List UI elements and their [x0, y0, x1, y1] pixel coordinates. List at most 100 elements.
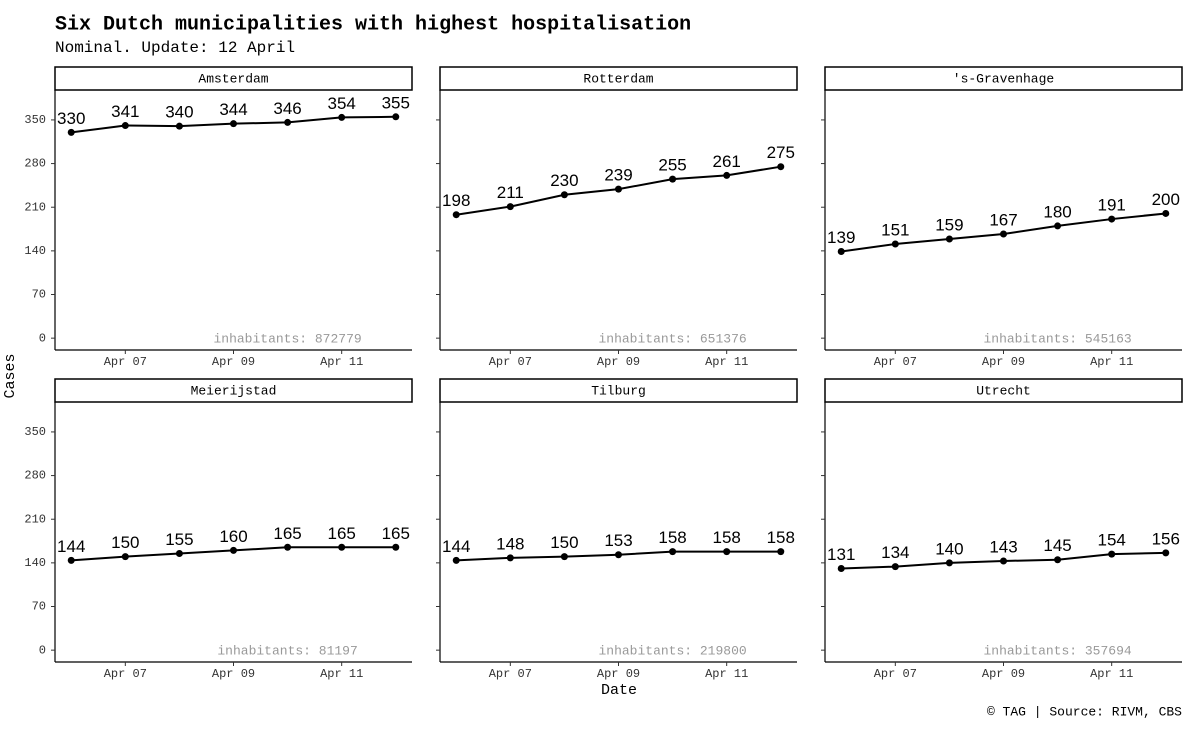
x-axis-title: Date	[601, 682, 637, 699]
data-label: 230	[550, 171, 578, 190]
facet-strip	[439, 66, 798, 91]
point	[175, 550, 183, 558]
data-label: 211	[497, 183, 524, 202]
point	[284, 118, 292, 126]
point	[230, 546, 237, 554]
point	[1054, 222, 1062, 230]
point	[1000, 230, 1007, 238]
point	[1162, 549, 1170, 557]
data-label: 150	[111, 533, 139, 552]
data-label: 160	[219, 527, 247, 546]
x-tick-label: Apr 11	[320, 667, 363, 681]
data-label: 191	[1097, 196, 1125, 215]
point	[338, 113, 346, 121]
y-tick-label: 70	[32, 600, 46, 614]
data-label: 255	[658, 156, 686, 175]
y-tick-label: 280	[24, 469, 46, 483]
x-tick-label: Apr 11	[1090, 667, 1133, 681]
y-tick-label: 350	[24, 425, 46, 439]
point	[121, 553, 129, 561]
data-label: 131	[827, 545, 855, 564]
facet-strip	[439, 378, 798, 403]
y-tick-label: 70	[32, 288, 46, 302]
annotation: inhabitants: 651376	[598, 331, 746, 346]
x-tick-label: Apr 11	[705, 355, 748, 369]
point	[891, 240, 899, 248]
y-axis-title: Cases	[2, 353, 19, 398]
data-label: 165	[273, 524, 301, 543]
point	[615, 551, 622, 559]
data-label: 355	[382, 93, 410, 112]
x-tick-label: Apr 09	[597, 355, 640, 369]
point	[1162, 209, 1170, 217]
point	[1000, 557, 1007, 565]
y-tick-label: 210	[24, 512, 46, 526]
chart-title: Six Dutch municipalities with highest ho…	[55, 13, 691, 36]
point	[777, 163, 785, 171]
data-label: 158	[767, 528, 795, 547]
y-tick-label: 280	[24, 157, 46, 171]
facet-title: Amsterdam	[198, 71, 268, 86]
point	[452, 556, 460, 564]
data-label: 165	[327, 524, 355, 543]
point	[615, 185, 622, 193]
data-label: 346	[273, 99, 301, 118]
data-label: 340	[165, 103, 193, 122]
annotation: inhabitants: 81197	[217, 643, 357, 658]
data-label: 144	[57, 537, 85, 556]
facet-title: Meierijstad	[191, 383, 277, 398]
x-tick-label: Apr 11	[705, 667, 748, 681]
x-tick-label: Apr 07	[874, 667, 917, 681]
point	[67, 556, 75, 564]
point	[945, 235, 953, 243]
point	[392, 113, 400, 121]
facet-strip	[824, 378, 1183, 403]
data-label: 344	[219, 100, 247, 119]
point	[837, 564, 845, 572]
x-tick-label: Apr 07	[489, 667, 532, 681]
data-label: 150	[550, 533, 578, 552]
x-tick-label: Apr 09	[212, 667, 255, 681]
caption: © TAG | Source: RIVM, CBS	[987, 704, 1182, 719]
point	[945, 559, 953, 567]
chart-subtitle: Nominal. Update: 12 April	[55, 39, 295, 57]
point	[1054, 556, 1062, 564]
point	[669, 548, 677, 556]
facet-strip	[824, 66, 1183, 91]
point	[121, 122, 129, 130]
x-tick-label: Apr 07	[104, 667, 147, 681]
data-label: 330	[57, 109, 85, 128]
x-tick-label: Apr 09	[597, 667, 640, 681]
y-tick-label: 350	[24, 113, 46, 127]
point	[669, 175, 677, 183]
point	[452, 211, 460, 219]
data-label: 275	[767, 143, 795, 162]
x-tick-label: Apr 09	[212, 355, 255, 369]
point	[284, 543, 292, 551]
annotation: inhabitants: 545163	[983, 331, 1131, 346]
facet-title: Rotterdam	[583, 71, 653, 86]
point	[230, 120, 237, 128]
data-label: 341	[111, 102, 139, 121]
point	[506, 554, 514, 562]
point	[723, 548, 731, 556]
x-tick-label: Apr 09	[982, 355, 1025, 369]
y-tick-label: 0	[39, 643, 46, 657]
point	[1108, 215, 1116, 223]
facet-strip	[54, 66, 413, 91]
data-label: 156	[1152, 529, 1180, 548]
data-label: 140	[935, 539, 963, 558]
data-label: 200	[1152, 190, 1180, 209]
data-label: 198	[442, 191, 470, 210]
data-label: 139	[827, 228, 855, 247]
facet-title: 's-Gravenhage	[953, 71, 1054, 86]
point	[560, 553, 568, 561]
data-label: 134	[881, 543, 909, 562]
x-tick-label: Apr 07	[104, 355, 147, 369]
x-tick-label: Apr 11	[1090, 355, 1133, 369]
point	[506, 203, 514, 211]
point	[891, 563, 899, 571]
data-label: 145	[1043, 536, 1071, 555]
